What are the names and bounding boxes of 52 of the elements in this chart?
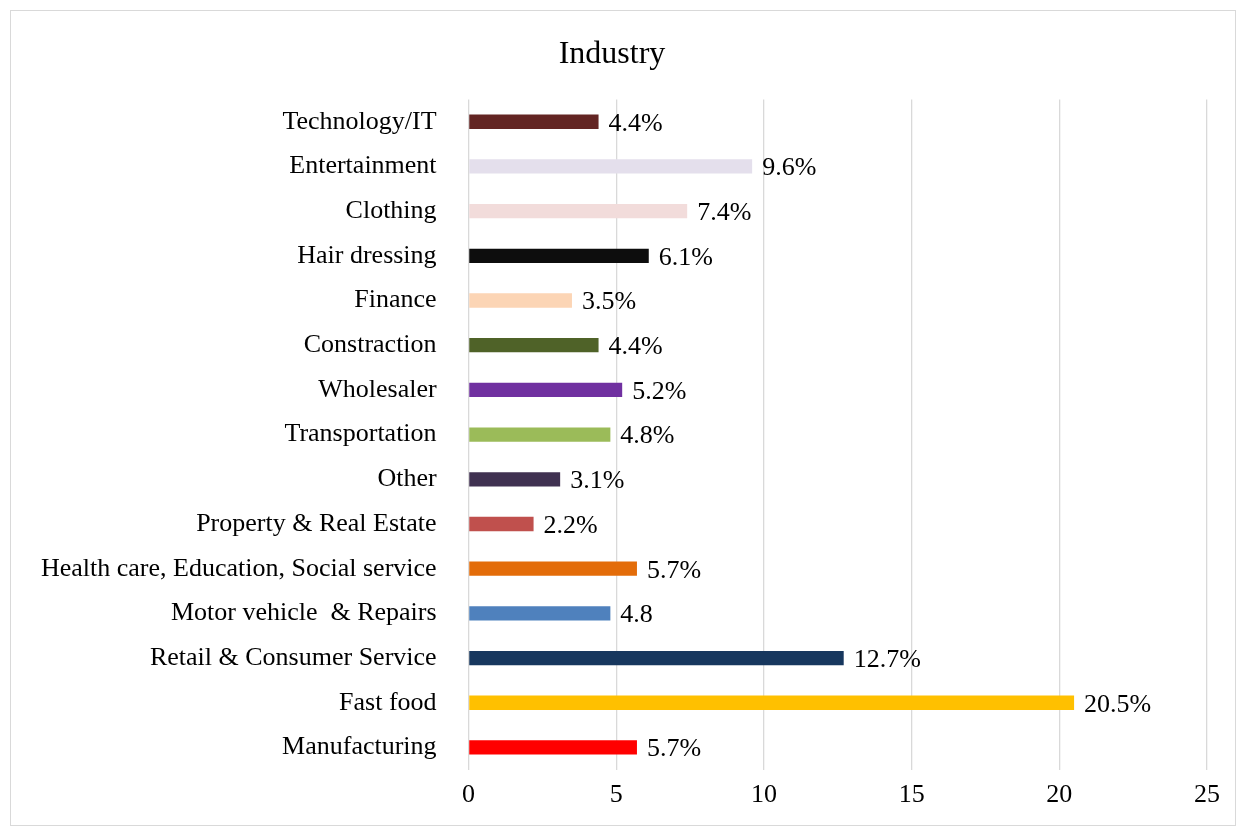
bar bbox=[469, 427, 611, 442]
bar bbox=[469, 650, 844, 666]
bar bbox=[469, 338, 599, 353]
data-label: 4.4% bbox=[608, 107, 663, 137]
x-tick-label: 20 bbox=[1046, 779, 1073, 809]
y-tick-label: Transportation bbox=[284, 418, 437, 448]
bar bbox=[469, 561, 637, 576]
data-label: 2.2% bbox=[543, 509, 598, 539]
bar bbox=[469, 472, 561, 487]
bar bbox=[469, 606, 611, 621]
y-tick-label: Hair dressing bbox=[297, 239, 437, 269]
data-label: 3.1% bbox=[570, 465, 625, 495]
data-label: 4.8 bbox=[620, 599, 653, 629]
y-tick-label: Retail & Consumer Service bbox=[149, 641, 437, 671]
y-tick-label: Entertainment bbox=[289, 150, 438, 180]
bar bbox=[469, 293, 572, 308]
bar bbox=[469, 516, 534, 532]
data-label: 4.8% bbox=[620, 420, 675, 450]
y-tick-label: Clothing bbox=[345, 194, 437, 224]
x-tick-label: 5 bbox=[609, 779, 623, 809]
y-tick-label: Other bbox=[377, 463, 437, 493]
bar bbox=[469, 382, 623, 398]
bar bbox=[469, 740, 637, 755]
data-label: 12.7% bbox=[853, 643, 921, 673]
data-label: 20.5% bbox=[1084, 688, 1152, 718]
y-tick-label: Manufacturing bbox=[282, 731, 437, 761]
x-tick-label: 15 bbox=[898, 779, 925, 809]
bar bbox=[469, 203, 688, 219]
data-label: 5.2% bbox=[632, 375, 687, 405]
y-tick-label: Finance bbox=[354, 284, 437, 314]
data-label: 4.4% bbox=[608, 331, 663, 361]
bar bbox=[469, 159, 753, 174]
y-tick-label: Health care, Education, Social service bbox=[40, 552, 437, 582]
x-tick-label: 0 bbox=[462, 779, 476, 809]
x-tick-label: 25 bbox=[1194, 779, 1220, 809]
y-tick-label: Property & Real Estate bbox=[196, 507, 437, 537]
y-tick-label: Motor vehicle & Repairs bbox=[170, 597, 437, 627]
data-label: 6.1% bbox=[658, 241, 713, 271]
bar bbox=[469, 114, 599, 129]
y-tick-label: Constraction bbox=[303, 329, 437, 359]
x-tick-label: 10 bbox=[750, 779, 777, 809]
data-label: 9.6% bbox=[762, 152, 817, 182]
bar bbox=[469, 248, 649, 263]
data-label: 5.7% bbox=[646, 554, 702, 584]
data-label: 5.7% bbox=[646, 733, 702, 763]
bar bbox=[469, 695, 1075, 710]
y-tick-label: Fast food bbox=[339, 686, 437, 716]
data-label: 7.4% bbox=[697, 196, 752, 226]
data-label: 3.5% bbox=[581, 286, 637, 316]
chart-title: Industry bbox=[558, 33, 666, 70]
y-tick-label: Technology/IT bbox=[282, 105, 437, 135]
y-tick-label: Wholesaler bbox=[318, 373, 437, 403]
